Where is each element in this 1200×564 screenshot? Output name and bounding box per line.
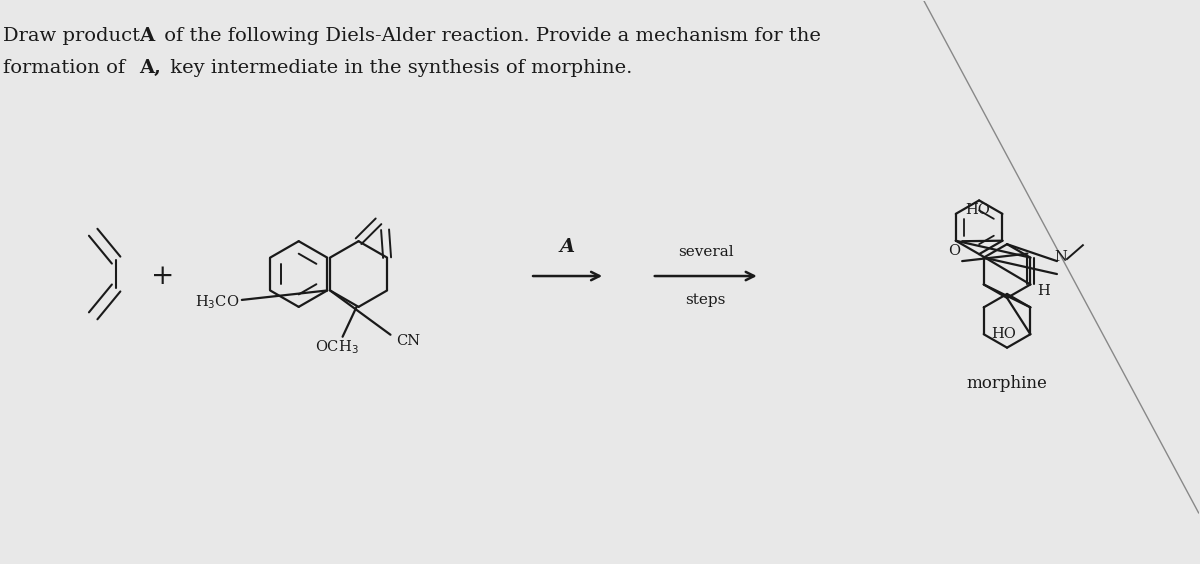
Text: A,: A,: [139, 59, 162, 77]
Text: CN: CN: [396, 334, 420, 348]
Text: N: N: [1055, 250, 1067, 264]
Text: HO: HO: [991, 327, 1016, 341]
Text: morphine: morphine: [967, 375, 1048, 392]
Text: key intermediate in the synthesis of morphine.: key intermediate in the synthesis of mor…: [164, 59, 632, 77]
Text: A: A: [139, 27, 155, 45]
Text: several: several: [678, 245, 733, 259]
Text: H$_3$CO: H$_3$CO: [194, 293, 239, 311]
Text: OCH$_3$: OCH$_3$: [314, 338, 359, 355]
Text: HO: HO: [966, 203, 990, 217]
Text: of the following Diels-Alder reaction. Provide a mechanism for the: of the following Diels-Alder reaction. P…: [157, 27, 821, 45]
Text: O: O: [948, 244, 960, 258]
Text: steps: steps: [685, 293, 726, 307]
Text: +: +: [151, 262, 175, 289]
Text: H: H: [1038, 284, 1050, 298]
Text: A: A: [560, 238, 575, 256]
Text: Draw product: Draw product: [2, 27, 146, 45]
Text: formation of: formation of: [2, 59, 131, 77]
